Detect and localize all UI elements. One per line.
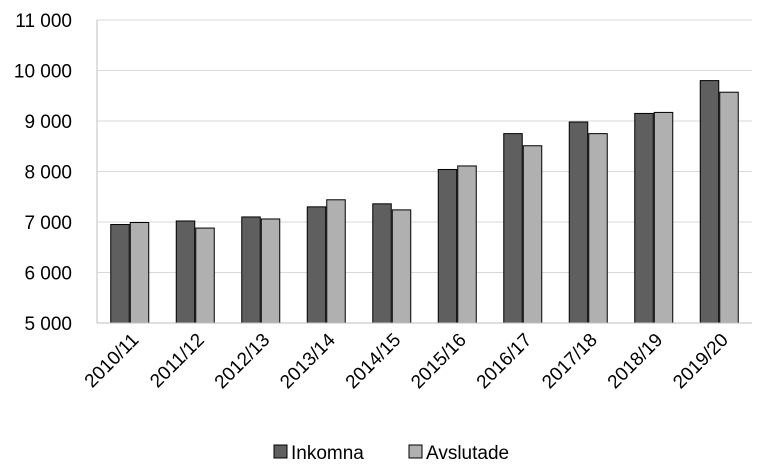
y-tick-label: 6 000 xyxy=(24,264,72,285)
x-tick-labels: 2010/11 2011/12 2012/13 2013/14 2014/15 2015/… xyxy=(81,329,733,393)
x-tick-label: 2014/15 xyxy=(342,330,405,393)
x-tick-label: 2011/12 xyxy=(146,330,208,392)
bar-inkomna-2014-15 xyxy=(372,203,392,324)
legend-swatch-inkomna xyxy=(273,444,288,459)
x-tick-label: 2017/18 xyxy=(538,330,601,393)
y-tick-labels: 5 000 6 000 7 000 8 000 9 000 10 000 11 000 xyxy=(14,11,72,335)
x-tick-label: 2010/11 xyxy=(81,330,143,392)
x-tick-label: 2015/16 xyxy=(407,330,470,393)
bar-inkomna-2011-12 xyxy=(175,220,196,324)
x-tick-label: 2018/19 xyxy=(604,330,667,393)
bar-inkomna-2015-16 xyxy=(437,168,458,324)
bar-avslutade-2015-16 xyxy=(457,165,477,324)
x-tick-label: 2013/14 xyxy=(276,329,340,393)
bar-inkomna-2013-14 xyxy=(306,206,327,324)
y-tick-label: 8 000 xyxy=(24,163,72,184)
y-tick-label: 5 000 xyxy=(24,314,72,335)
bar-avslutade-2013-14 xyxy=(326,199,346,324)
bar-avslutade-2011-12 xyxy=(195,227,215,324)
x-tick-label: 2012/13 xyxy=(211,330,274,393)
bars xyxy=(110,80,739,324)
x-tick-label: 2019/20 xyxy=(669,330,732,393)
legend-swatch-avslutade xyxy=(408,444,423,459)
legend-label-inkomna: Inkomna xyxy=(291,443,364,464)
bar-avslutade-2019-20 xyxy=(719,91,739,324)
bar-inkomna-2019-20 xyxy=(699,80,720,324)
bar-avslutade-2014-15 xyxy=(391,209,412,324)
bar-inkomna-2016-17 xyxy=(503,133,523,324)
bar-avslutade-2017-18 xyxy=(588,133,608,324)
bar-inkomna-2010-11 xyxy=(110,224,130,324)
bar-avslutade-2010-11 xyxy=(129,222,150,324)
x-tick-label: 2016/17 xyxy=(473,330,536,393)
bar-inkomna-2012-13 xyxy=(241,216,261,324)
y-tick-label: 7 000 xyxy=(24,213,72,234)
bar-inkomna-2018-19 xyxy=(634,112,654,324)
bar-inkomna-2017-18 xyxy=(568,121,589,324)
legend: Inkomna Avslutade xyxy=(273,443,509,464)
legend-label-avslutade: Avslutade xyxy=(426,443,509,464)
y-tick-label: 10 000 xyxy=(14,62,72,83)
bar-avslutade-2012-13 xyxy=(260,218,281,324)
axes xyxy=(96,20,752,324)
bar-avslutade-2018-19 xyxy=(653,111,674,324)
bar-avslutade-2016-17 xyxy=(522,145,543,324)
y-tick-label: 11 000 xyxy=(15,11,72,32)
y-tick-label: 9 000 xyxy=(24,112,72,133)
